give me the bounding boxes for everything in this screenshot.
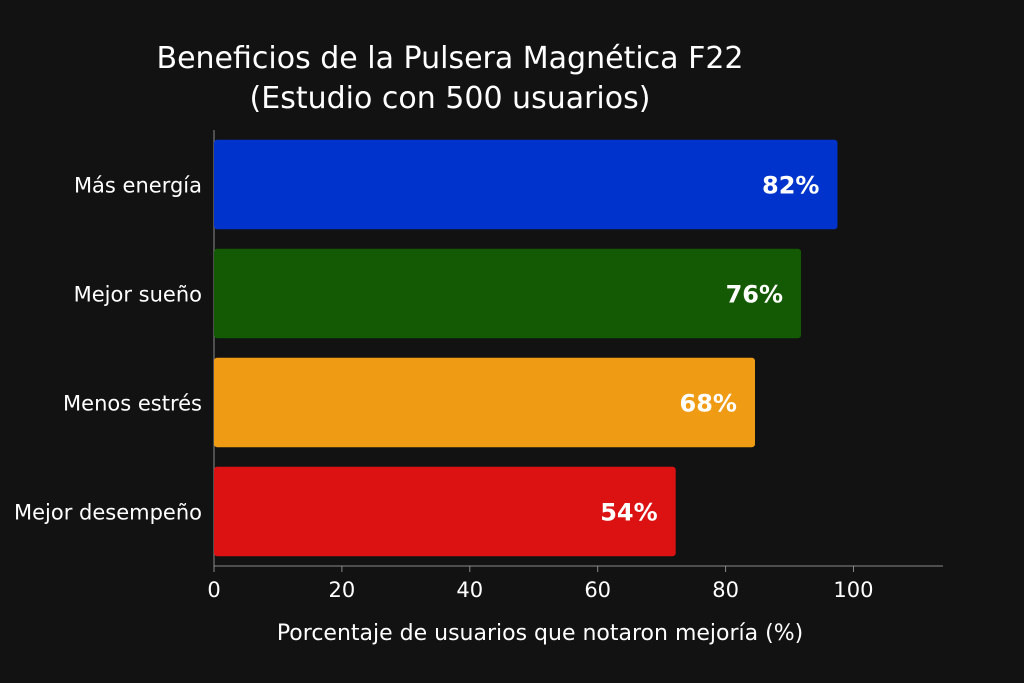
x-axis-label: Porcentaje de usuarios que notaron mejor… <box>277 621 803 646</box>
bar-value-label: 82% <box>762 172 819 200</box>
bar <box>214 139 838 230</box>
bar <box>214 466 676 557</box>
chart-title: Beneficios de la Pulsera Magnética F22 <box>156 41 743 76</box>
y-tick-label: Menos estrés <box>63 392 202 416</box>
y-tick-label: Más energía <box>74 174 202 198</box>
plot-area: 82% Más energía 76% Mejor sueño 68% Menos est… <box>14 130 943 602</box>
x-tick-label: 20 <box>329 578 356 602</box>
bar <box>214 357 755 448</box>
chart-subtitle: (Estudio con 500 usuarios) <box>250 81 651 116</box>
x-tick-label: 60 <box>584 578 611 602</box>
bar-value-label: 54% <box>600 499 657 527</box>
y-tick-label: Mejor desempeño <box>14 501 202 525</box>
bar <box>214 248 802 339</box>
x-tick-label: 100 <box>833 578 873 602</box>
x-tick-label: 40 <box>456 578 483 602</box>
x-tick-label: 0 <box>207 578 220 602</box>
x-tick-label: 80 <box>712 578 739 602</box>
bar-value-label: 68% <box>680 390 737 418</box>
y-tick-label: Mejor sueño <box>74 283 202 307</box>
bar-value-label: 76% <box>726 281 783 309</box>
